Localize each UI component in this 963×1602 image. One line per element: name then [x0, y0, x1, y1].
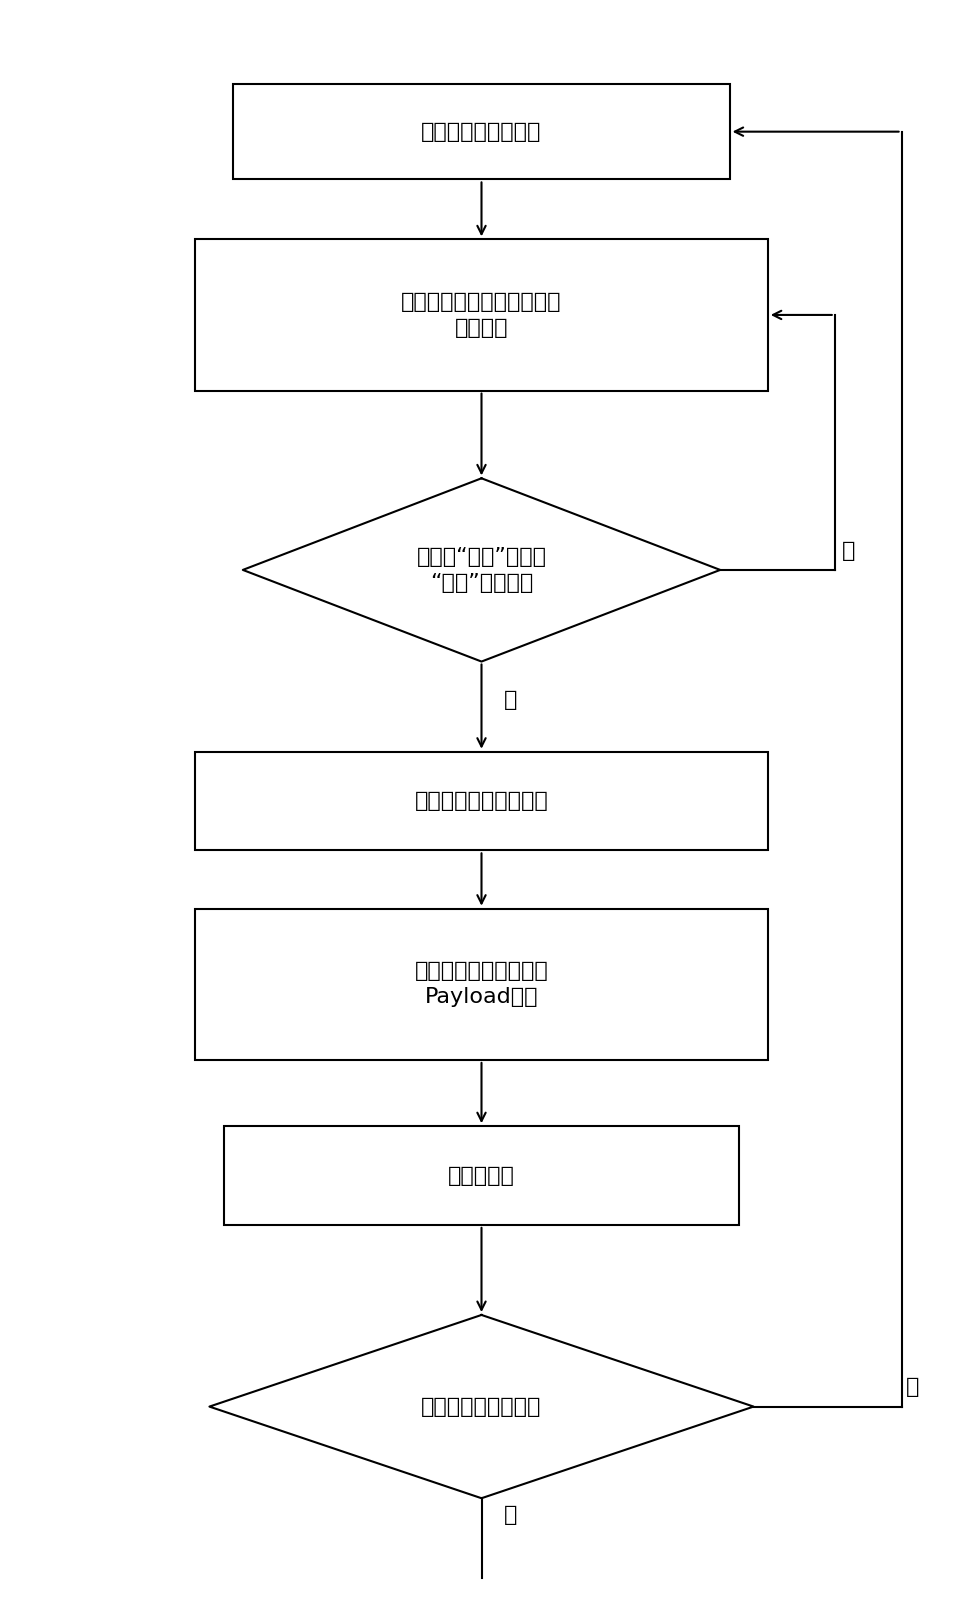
Text: 否: 否 — [843, 541, 856, 561]
FancyBboxPatch shape — [233, 83, 730, 179]
FancyBboxPatch shape — [223, 1126, 740, 1226]
Text: 否: 否 — [906, 1378, 920, 1397]
FancyBboxPatch shape — [195, 751, 768, 851]
Text: 是: 是 — [504, 1504, 517, 1525]
Text: 维护待检测时隙信息: 维护待检测时隙信息 — [422, 122, 541, 141]
Text: 提取数据帧: 提取数据帧 — [448, 1166, 515, 1185]
FancyBboxPatch shape — [195, 239, 768, 391]
Text: 初步判定时隙绑定状态: 初步判定时隙绑定状态 — [415, 791, 548, 811]
Text: 对待检测时隙相邻帧数据做
异或运算: 对待检测时隙相邻帧数据做 异或运算 — [402, 292, 561, 338]
Polygon shape — [209, 1315, 754, 1498]
FancyBboxPatch shape — [195, 908, 768, 1061]
Text: 链路层协议解析成功: 链路层协议解析成功 — [422, 1397, 541, 1416]
Text: 是: 是 — [504, 690, 517, 710]
Text: 检测到“空闲”状态到
“工作”状态转变: 检测到“空闲”状态到 “工作”状态转变 — [417, 546, 546, 593]
Text: 根据时隙绑定关系重组
Payload数据: 根据时隙绑定关系重组 Payload数据 — [415, 961, 548, 1008]
Polygon shape — [243, 479, 720, 662]
